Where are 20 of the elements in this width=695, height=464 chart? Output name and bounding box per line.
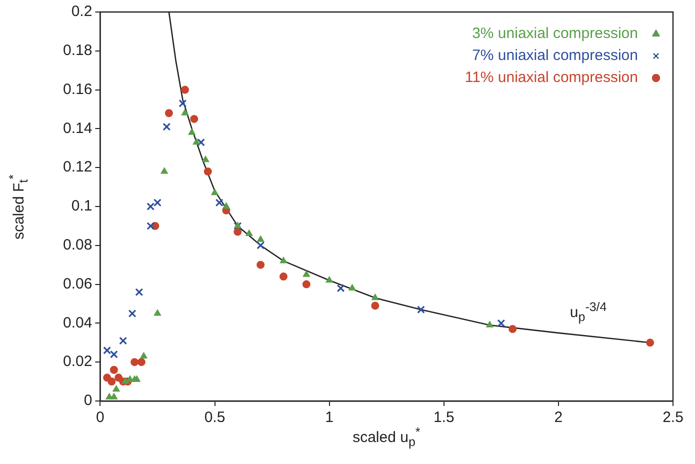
x-tick-label: 2 [554, 409, 563, 426]
y-tick-label: 0.14 [62, 120, 92, 137]
y-tick-label: 0.1 [71, 198, 92, 215]
legend-label: 3% uniaxial compression [472, 25, 638, 42]
y-tick-label: 0.06 [62, 275, 92, 292]
x-tick-label: 1 [325, 409, 334, 426]
y-tick-label: 0.08 [62, 236, 92, 254]
y-tick-label: 0.02 [62, 353, 92, 370]
legend-label: 7% uniaxial compression [472, 47, 638, 64]
legend-label: 11% uniaxial compression [464, 69, 638, 86]
x-tick-label: 2.5 [662, 409, 684, 426]
y-tick-label: 0.04 [62, 314, 92, 332]
y-tick-label: 0 [84, 392, 92, 410]
x-tick-label: 0 [96, 409, 104, 426]
x-tick-label: 0.5 [204, 409, 226, 426]
y-tick-label: 0.18 [62, 42, 92, 60]
x-tick-label: 1.5 [433, 409, 454, 426]
y-tick-label: 0.12 [62, 158, 92, 176]
y-tick-label: 0.16 [62, 80, 92, 98]
y-tick-label: 0.2 [71, 3, 92, 20]
